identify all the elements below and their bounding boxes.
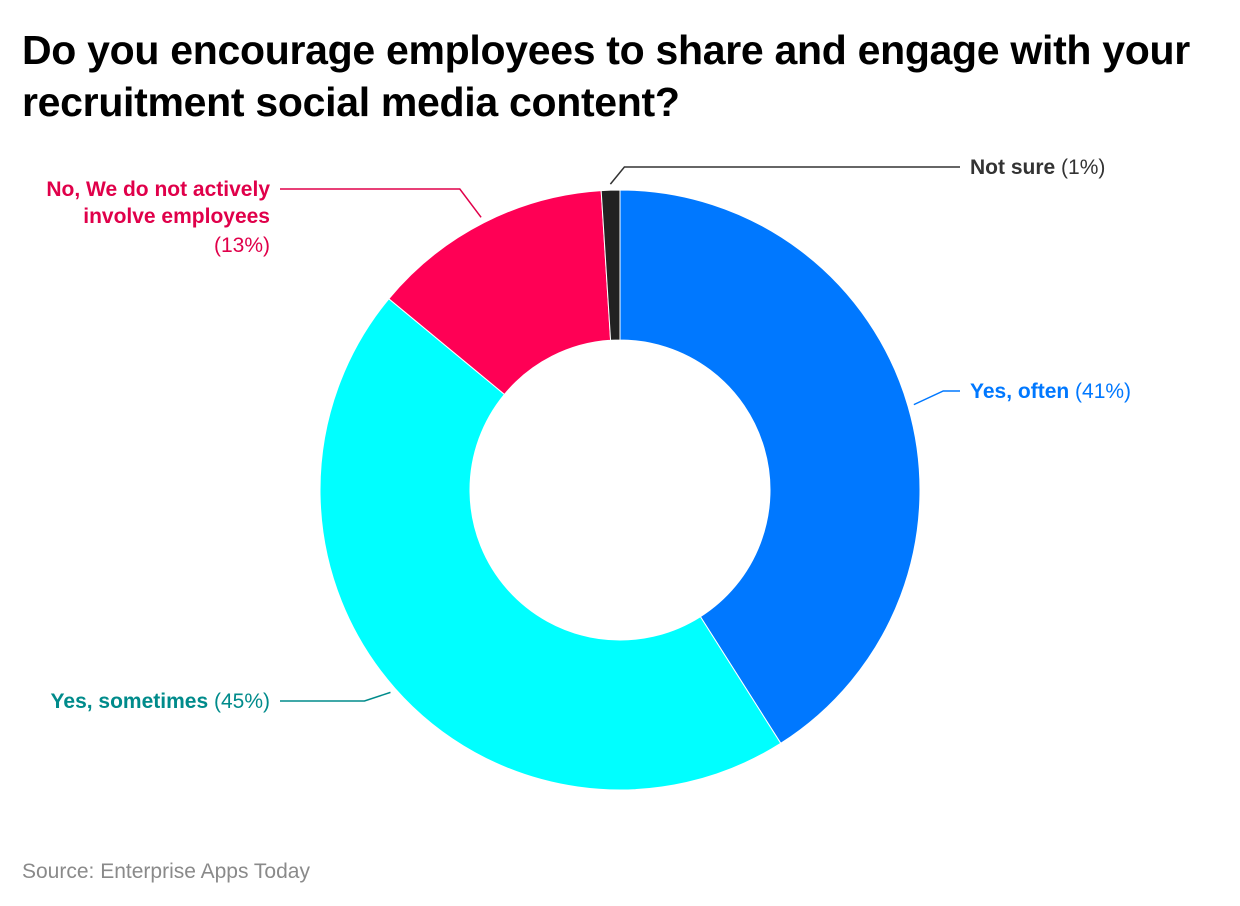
slice-label-2: No, We do not actively involve employees (… (46, 178, 270, 257)
leader-line-0 (913, 390, 960, 406)
leader-line-3 (609, 166, 960, 185)
slice-percent: (13%) (214, 234, 270, 257)
slice-label-0: Yes, often (41%) (970, 380, 1131, 403)
leader-line-1 (280, 691, 391, 702)
slice-label-line: involve employees (83, 205, 270, 228)
slice-1 (319, 298, 782, 791)
slice-percent: (41%) (1069, 380, 1131, 403)
slice-3 (600, 189, 621, 341)
slice-label-name: Yes, often (970, 380, 1069, 403)
slice-label-name: Not sure (970, 156, 1055, 179)
source-note: Source: Enterprise Apps Today (22, 860, 310, 883)
slice-percent: (1%) (1055, 156, 1105, 179)
chart-title: Do you encourage employees to share and … (22, 27, 1190, 125)
slice-0 (619, 189, 921, 744)
slice-label-1: Yes, sometimes (45%) (51, 690, 270, 713)
slice-label-line: No, We do not actively (46, 178, 270, 201)
slice-label-name: Yes, sometimes (51, 690, 209, 713)
leader-line-2 (280, 188, 482, 218)
slice-label-3: Not sure (1%) (970, 156, 1105, 179)
slice-percent: (45%) (208, 690, 270, 713)
